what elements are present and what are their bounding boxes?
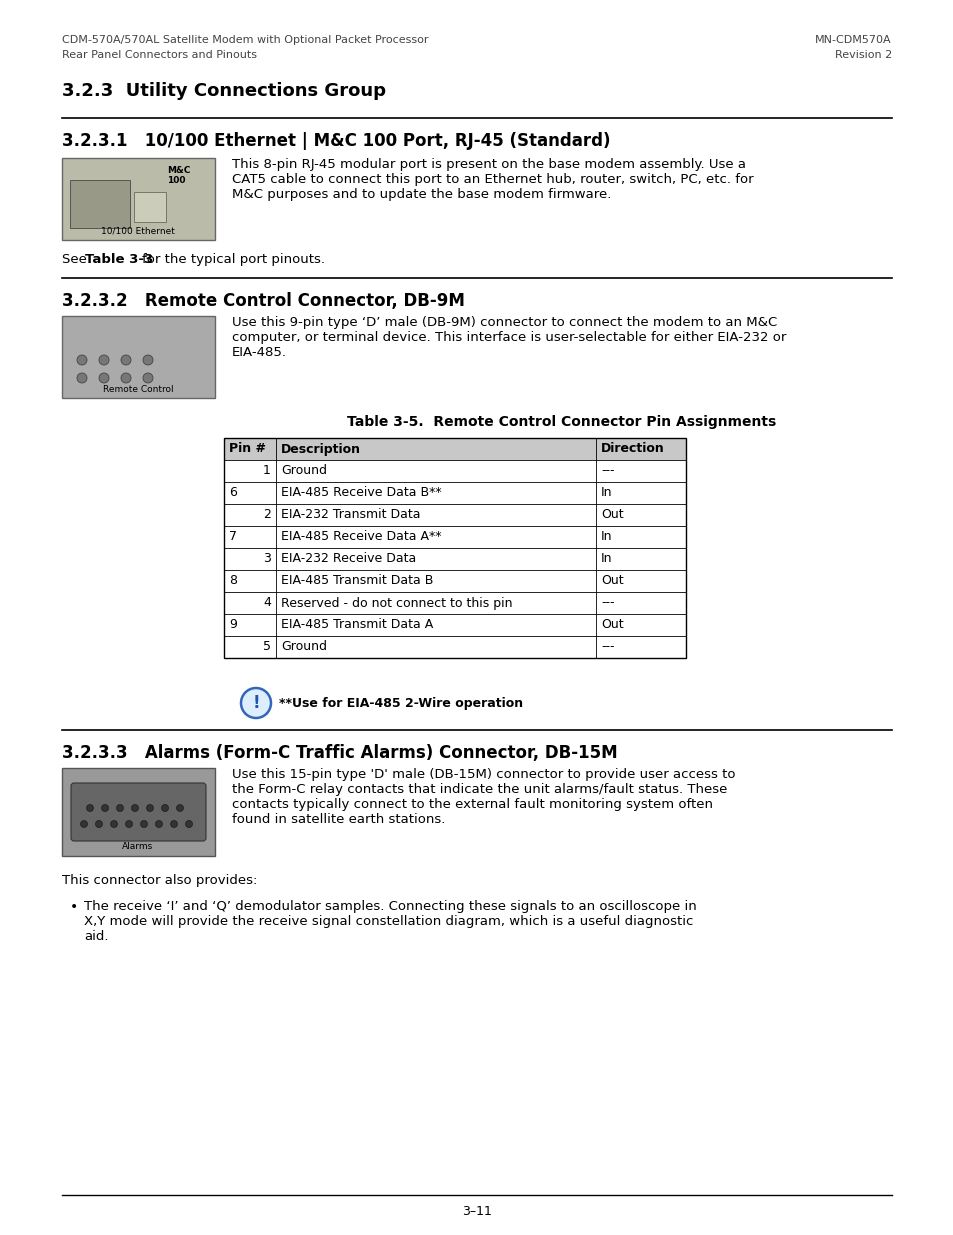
Bar: [224, 571, 685, 592]
Text: MN-CDM570A: MN-CDM570A: [815, 35, 891, 44]
Text: Ground: Ground: [281, 464, 327, 478]
Text: CDM-570A/570AL Satellite Modem with Optional Packet Processor: CDM-570A/570AL Satellite Modem with Opti…: [62, 35, 428, 44]
Text: 3.2.3.2   Remote Control Connector, DB-9M: 3.2.3.2 Remote Control Connector, DB-9M: [62, 291, 464, 310]
Text: Pin #: Pin #: [229, 442, 266, 456]
Text: Use this 15-pin type 'D' male (DB-15M) connector to provide user access to
the F: Use this 15-pin type 'D' male (DB-15M) c…: [232, 768, 735, 826]
Bar: [62, 316, 214, 398]
Circle shape: [95, 820, 102, 827]
Bar: [224, 548, 685, 571]
Circle shape: [77, 354, 87, 366]
Text: EIA-485 Receive Data B**: EIA-485 Receive Data B**: [281, 487, 441, 499]
Circle shape: [132, 804, 138, 811]
Text: 3–11: 3–11: [461, 1205, 492, 1218]
Circle shape: [140, 820, 148, 827]
Text: Use this 9-pin type ‘D’ male (DB-9M) connector to connect the modem to an M&C
co: Use this 9-pin type ‘D’ male (DB-9M) con…: [232, 316, 785, 359]
Circle shape: [121, 354, 131, 366]
Text: 5: 5: [263, 641, 271, 653]
Text: ---: ---: [600, 464, 614, 478]
Text: In: In: [600, 552, 612, 566]
Bar: [224, 592, 685, 614]
Bar: [224, 438, 685, 459]
Bar: [224, 614, 685, 636]
Text: Reserved - do not connect to this pin: Reserved - do not connect to this pin: [281, 597, 512, 610]
Text: 7: 7: [229, 531, 236, 543]
Bar: [224, 438, 685, 658]
Text: ---: ---: [600, 641, 614, 653]
Text: See: See: [62, 253, 91, 266]
Text: Table 3-5.  Remote Control Connector Pin Assignments: Table 3-5. Remote Control Connector Pin …: [347, 415, 776, 429]
Text: ---: ---: [600, 597, 614, 610]
Text: Revision 2: Revision 2: [834, 49, 891, 61]
Circle shape: [241, 688, 271, 718]
FancyBboxPatch shape: [71, 783, 206, 841]
Circle shape: [101, 804, 109, 811]
Text: 3.2.3.1   10/100 Ethernet | M&C 100 Port, RJ-45 (Standard): 3.2.3.1 10/100 Ethernet | M&C 100 Port, …: [62, 132, 610, 149]
Text: Rear Panel Connectors and Pinouts: Rear Panel Connectors and Pinouts: [62, 49, 256, 61]
Text: EIA-485 Transmit Data B: EIA-485 Transmit Data B: [281, 574, 433, 588]
Text: 8: 8: [229, 574, 236, 588]
Text: Ground: Ground: [281, 641, 327, 653]
Text: EIA-232 Transmit Data: EIA-232 Transmit Data: [281, 509, 420, 521]
Circle shape: [126, 820, 132, 827]
Circle shape: [143, 354, 152, 366]
Circle shape: [147, 804, 153, 811]
Text: 10/100 Ethernet: 10/100 Ethernet: [101, 227, 174, 236]
Text: 2: 2: [263, 509, 271, 521]
Circle shape: [143, 373, 152, 383]
Text: Direction: Direction: [600, 442, 664, 456]
Circle shape: [176, 804, 183, 811]
Text: **Use for EIA-485 2-Wire operation: **Use for EIA-485 2-Wire operation: [278, 697, 522, 709]
Text: 3.2.3.3   Alarms (Form-C Traffic Alarms) Connector, DB-15M: 3.2.3.3 Alarms (Form-C Traffic Alarms) C…: [62, 743, 617, 762]
Circle shape: [161, 804, 169, 811]
Text: The receive ‘I’ and ‘Q’ demodulator samples. Connecting these signals to an osci: The receive ‘I’ and ‘Q’ demodulator samp…: [84, 900, 696, 944]
Text: Out: Out: [600, 509, 623, 521]
Bar: [62, 158, 214, 240]
Circle shape: [155, 820, 162, 827]
Text: Out: Out: [600, 619, 623, 631]
Text: Table 3-3: Table 3-3: [85, 253, 153, 266]
Text: EIA-232 Receive Data: EIA-232 Receive Data: [281, 552, 416, 566]
Circle shape: [99, 354, 109, 366]
Text: In: In: [600, 531, 612, 543]
Text: 9: 9: [229, 619, 236, 631]
Bar: [224, 504, 685, 526]
Text: 1: 1: [263, 464, 271, 478]
Text: Remote Control: Remote Control: [103, 385, 173, 394]
Circle shape: [116, 804, 123, 811]
Text: This connector also provides:: This connector also provides:: [62, 874, 257, 887]
Text: In: In: [600, 487, 612, 499]
Text: 100: 100: [167, 177, 185, 185]
Circle shape: [185, 820, 193, 827]
Circle shape: [171, 820, 177, 827]
Circle shape: [77, 373, 87, 383]
Bar: [70, 180, 130, 228]
Text: 3: 3: [263, 552, 271, 566]
Bar: [224, 636, 685, 658]
Text: This 8-pin RJ-45 modular port is present on the base modem assembly. Use a
CAT5 : This 8-pin RJ-45 modular port is present…: [232, 158, 753, 201]
Text: !: !: [252, 694, 259, 713]
Bar: [224, 482, 685, 504]
Bar: [224, 459, 685, 482]
Text: Out: Out: [600, 574, 623, 588]
Text: Alarms: Alarms: [122, 842, 153, 851]
Text: EIA-485 Receive Data A**: EIA-485 Receive Data A**: [281, 531, 441, 543]
Circle shape: [121, 373, 131, 383]
Bar: [224, 526, 685, 548]
Text: 3.2.3  Utility Connections Group: 3.2.3 Utility Connections Group: [62, 82, 386, 100]
Bar: [133, 191, 166, 222]
Text: M&C: M&C: [167, 165, 191, 175]
Circle shape: [111, 820, 117, 827]
Bar: [62, 768, 214, 856]
Circle shape: [80, 820, 88, 827]
Text: for the typical port pinouts.: for the typical port pinouts.: [142, 253, 325, 266]
Text: EIA-485 Transmit Data A: EIA-485 Transmit Data A: [281, 619, 433, 631]
Text: Description: Description: [281, 442, 360, 456]
Text: 4: 4: [263, 597, 271, 610]
Circle shape: [99, 373, 109, 383]
Text: •: •: [70, 900, 78, 914]
Text: 6: 6: [229, 487, 236, 499]
Circle shape: [87, 804, 93, 811]
